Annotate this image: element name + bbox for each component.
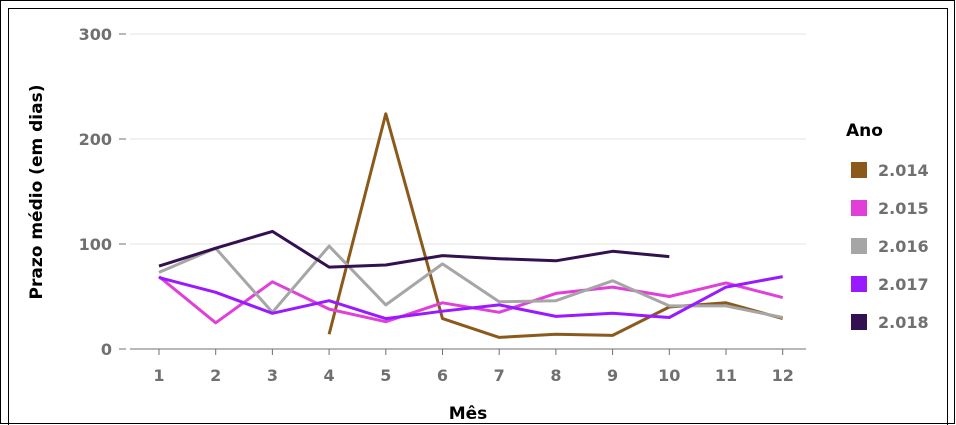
legend-swatch-2.017 <box>851 276 867 292</box>
inner-border-top <box>8 8 948 9</box>
x-axis-title: Mês <box>449 404 488 424</box>
x-tick-label: 4 <box>324 366 335 385</box>
legend-label-2.018: 2.018 <box>878 313 929 332</box>
x-tick-label: 2 <box>210 366 221 385</box>
x-tick-label: 12 <box>772 366 794 385</box>
y-tick-label: 200 <box>79 130 112 149</box>
legend-swatch-2.015 <box>851 200 867 216</box>
series-line-2.017 <box>158 275 783 321</box>
series-line-2.014 <box>327 112 784 339</box>
x-axis: 1 2 3 4 5 6 7 8 9 10 11 12 <box>130 348 806 385</box>
legend-label-2.015: 2.015 <box>878 199 929 218</box>
x-tick-label: 9 <box>607 366 618 385</box>
inner-border-right <box>947 8 948 425</box>
legend-swatch-2.016 <box>851 238 867 254</box>
x-tick-label: 3 <box>267 366 278 385</box>
legend-label-2.017: 2.017 <box>878 275 929 294</box>
x-tick-label: 1 <box>153 366 164 385</box>
y-tick-label: 0 <box>101 340 112 359</box>
legend: Ano 2.014 2.015 2.016 2.017 2.018 <box>846 121 929 332</box>
legend-label-2.016: 2.016 <box>878 237 929 256</box>
series-line-2.018 <box>158 229 670 269</box>
y-axis-title: Prazo médio (em dias) <box>27 85 47 300</box>
legend-swatch-2.014 <box>851 162 867 178</box>
x-tick-label: 5 <box>380 366 391 385</box>
inner-border-left <box>8 8 9 425</box>
y-axis: 0 100 200 300 <box>79 25 126 359</box>
legend-swatch-2.018 <box>851 314 867 330</box>
legend-label-2.014: 2.014 <box>878 161 929 180</box>
x-tick-label: 6 <box>437 366 448 385</box>
x-tick-label: 11 <box>715 366 737 385</box>
x-tick-label: 7 <box>494 366 505 385</box>
y-tick-label: 100 <box>79 235 112 254</box>
x-tick-label: 8 <box>550 366 561 385</box>
legend-title: Ano <box>846 121 883 141</box>
series-lines <box>158 112 784 339</box>
x-tick-label: 10 <box>658 366 680 385</box>
series-line-2.016 <box>158 244 784 319</box>
y-tick-label: 300 <box>79 25 112 44</box>
grid-lines <box>130 33 806 245</box>
